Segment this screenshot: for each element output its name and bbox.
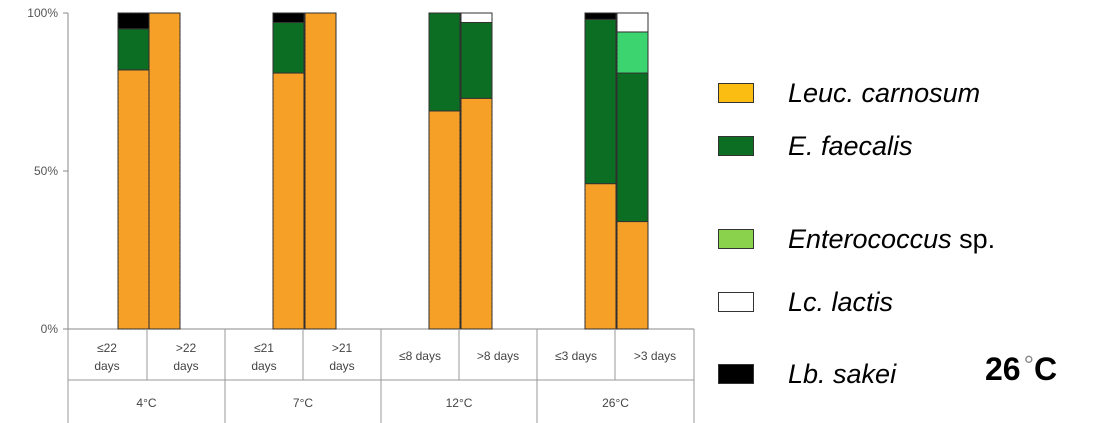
- legend-label-e-faecalis: E. faecalis: [788, 130, 913, 161]
- bar-segment-e-faecalis: [428, 12, 461, 112]
- legend-item-leuc-carnosum: Leuc. carnosum: [718, 78, 980, 108]
- legend-label-lb-sakei: Lb. sakei: [788, 358, 897, 389]
- bar-outline: [428, 12, 461, 330]
- bar-segment-leuc-carnosum: [460, 97, 493, 330]
- bar-segment-leuc-carnosum: [616, 221, 649, 330]
- x-category-label: days: [251, 359, 276, 373]
- bar-outline: [584, 12, 617, 330]
- legend-swatch-enterococcus-sp: [718, 229, 754, 249]
- legend-item-lc-lactis: Lc. lactis: [718, 287, 893, 317]
- annotation-number: 26: [985, 351, 1021, 387]
- bar-segment-e-faecalis: [616, 72, 649, 223]
- bar-segment-lb-sakei: [117, 12, 150, 30]
- x-category-label: >8 days: [477, 349, 519, 363]
- bar-segment-lc-lactis: [460, 12, 493, 23]
- annotation-degree: °: [1023, 350, 1034, 380]
- bar-outline: [616, 12, 649, 330]
- legend-label-leuc-carnosum: Leuc. carnosum: [788, 77, 981, 108]
- x-category-label: >3 days: [634, 349, 676, 363]
- x-group-label: 7°C: [293, 396, 313, 410]
- bar-segment-lc-lactis: [616, 12, 649, 33]
- bar-segment-e-faecalis: [584, 18, 617, 185]
- bar-segment-enterococcus-sp: [616, 31, 649, 74]
- y-tick-label: 100%: [27, 6, 58, 20]
- annotation-unit: C: [1034, 351, 1058, 387]
- bar-segment-leuc-carnosum: [428, 110, 461, 330]
- legend-swatch-lb-sakei: [718, 364, 754, 384]
- bar-segment-leuc-carnosum: [117, 69, 150, 330]
- x-category-label: >22: [176, 341, 197, 355]
- x-group-label: 12°C: [446, 396, 473, 410]
- x-group-label: 26°C: [602, 396, 629, 410]
- x-category-label: days: [94, 359, 119, 373]
- x-category-label: ≤22: [97, 341, 117, 355]
- x-group-label: 4°C: [136, 396, 156, 410]
- x-category-label: days: [329, 359, 354, 373]
- bar-segment-lb-sakei: [584, 12, 617, 20]
- legend-swatch-lc-lactis: [718, 292, 754, 312]
- legend-item-lb-sakei: Lb. sakei: [718, 359, 896, 389]
- bar-segment-e-faecalis: [272, 21, 305, 74]
- bar-outline: [148, 12, 181, 330]
- x-category-label: ≤21: [254, 341, 274, 355]
- bar-segment-leuc-carnosum: [304, 12, 337, 330]
- bar-segment-leuc-carnosum: [272, 72, 305, 330]
- legend-label-lc-lactis: Lc. lactis: [788, 286, 894, 317]
- bar-outline: [117, 12, 150, 330]
- legend-item-enterococcus-sp: Enterococcus sp.: [718, 224, 995, 254]
- y-tick-label: 0%: [41, 322, 59, 336]
- bar-outline: [272, 12, 305, 330]
- x-category-label: ≤8 days: [399, 349, 441, 363]
- x-category-label: ≤3 days: [555, 349, 597, 363]
- bar-segment-lb-sakei: [272, 12, 305, 23]
- bar-outline: [460, 12, 493, 330]
- x-category-label: days: [173, 359, 198, 373]
- bar-segment-leuc-carnosum: [148, 12, 181, 330]
- x-category-label: >21: [332, 341, 353, 355]
- legend-swatch-leuc-carnosum: [718, 83, 754, 103]
- bar-segment-e-faecalis: [117, 28, 150, 71]
- bar-segment-e-faecalis: [460, 21, 493, 99]
- stacked-bar-chart: 100% 50% 0% ≤22 days >22 days ≤21 days >21 days ≤8 …: [27, 6, 695, 423]
- bar-outline: [304, 12, 337, 330]
- temperature-annotation: 26 °C: [985, 350, 1058, 388]
- bar-segment-leuc-carnosum: [584, 183, 617, 330]
- legend-label-enterococcus-sp: Enterococcus sp.: [788, 223, 996, 254]
- y-tick-label: 50%: [34, 164, 58, 178]
- legend-swatch-e-faecalis: [718, 136, 754, 156]
- legend-item-e-faecalis: E. faecalis: [718, 131, 913, 161]
